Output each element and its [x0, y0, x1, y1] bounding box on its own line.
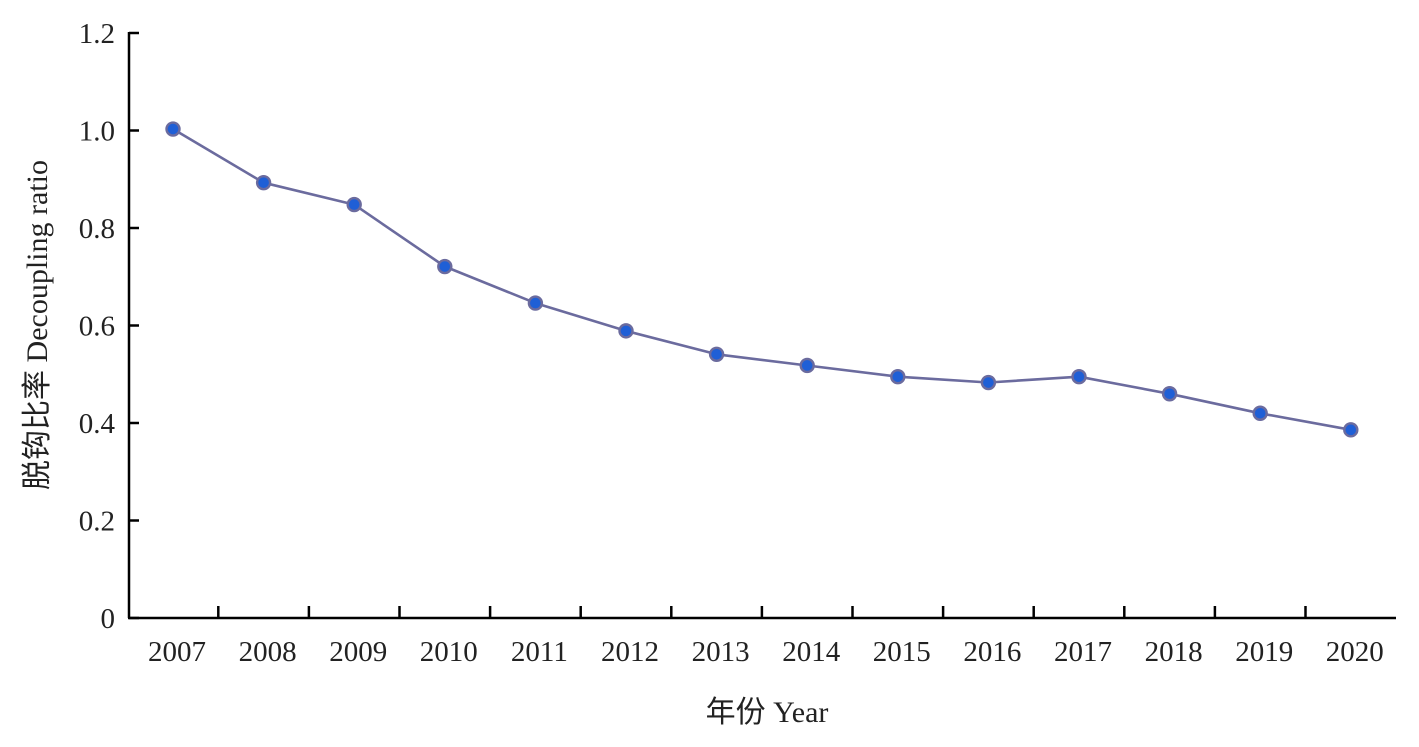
x-axis-title: 年份 Year — [706, 696, 829, 729]
y-tick-label: 0.6 — [79, 311, 115, 343]
x-tick-label: 2016 — [963, 636, 1021, 668]
y-tick-label: 0 — [101, 603, 116, 635]
x-tick-label: 2020 — [1326, 636, 1384, 668]
data-point — [437, 258, 453, 275]
y-tick-label: 1.0 — [79, 116, 115, 148]
data-point — [1343, 422, 1359, 438]
x-tick-label: 2009 — [329, 636, 387, 668]
data-point — [890, 368, 906, 385]
y-tick-label: 0.4 — [79, 408, 116, 440]
x-tick-label: 2014 — [782, 636, 841, 668]
data-point — [799, 357, 815, 374]
y-tick-label: 0.2 — [79, 506, 115, 538]
x-tick-label: 2012 — [601, 636, 659, 668]
y-tick-label: 0.8 — [79, 213, 115, 245]
data-point — [618, 323, 634, 339]
data-point — [708, 346, 725, 362]
series-line — [172, 127, 1352, 432]
x-tick-label: 2011 — [511, 636, 568, 668]
x-tick-label: 2017 — [1054, 636, 1112, 668]
y-axis: 0 0.2 0.4 0.6 0.8 1.0 1.2 — [79, 18, 139, 635]
series-layer — [165, 121, 1359, 438]
x-tick-label: 2019 — [1235, 636, 1293, 668]
data-point — [346, 196, 362, 213]
x-tick-label: 2007 — [148, 636, 206, 668]
x-axis: 2007 2008 2009 2010 2011 2012 2013 2014 2015 2016… — [128, 606, 1396, 668]
data-point — [255, 174, 272, 191]
x-tick-label: 2010 — [420, 636, 478, 668]
x-tick-label: 2013 — [692, 636, 750, 668]
x-tick-label: 2015 — [873, 636, 931, 668]
data-point — [165, 121, 181, 137]
data-point — [1161, 386, 1178, 402]
x-tick-label: 2008 — [239, 636, 297, 668]
y-tick-label: 1.2 — [79, 18, 115, 50]
data-point — [980, 374, 997, 391]
x-tick-label: 2018 — [1145, 636, 1203, 668]
data-point — [1252, 405, 1268, 421]
data-point — [527, 295, 544, 311]
data-point — [1071, 368, 1087, 385]
y-axis-title: 脱钩比率 Decoupling ratio — [21, 160, 54, 490]
